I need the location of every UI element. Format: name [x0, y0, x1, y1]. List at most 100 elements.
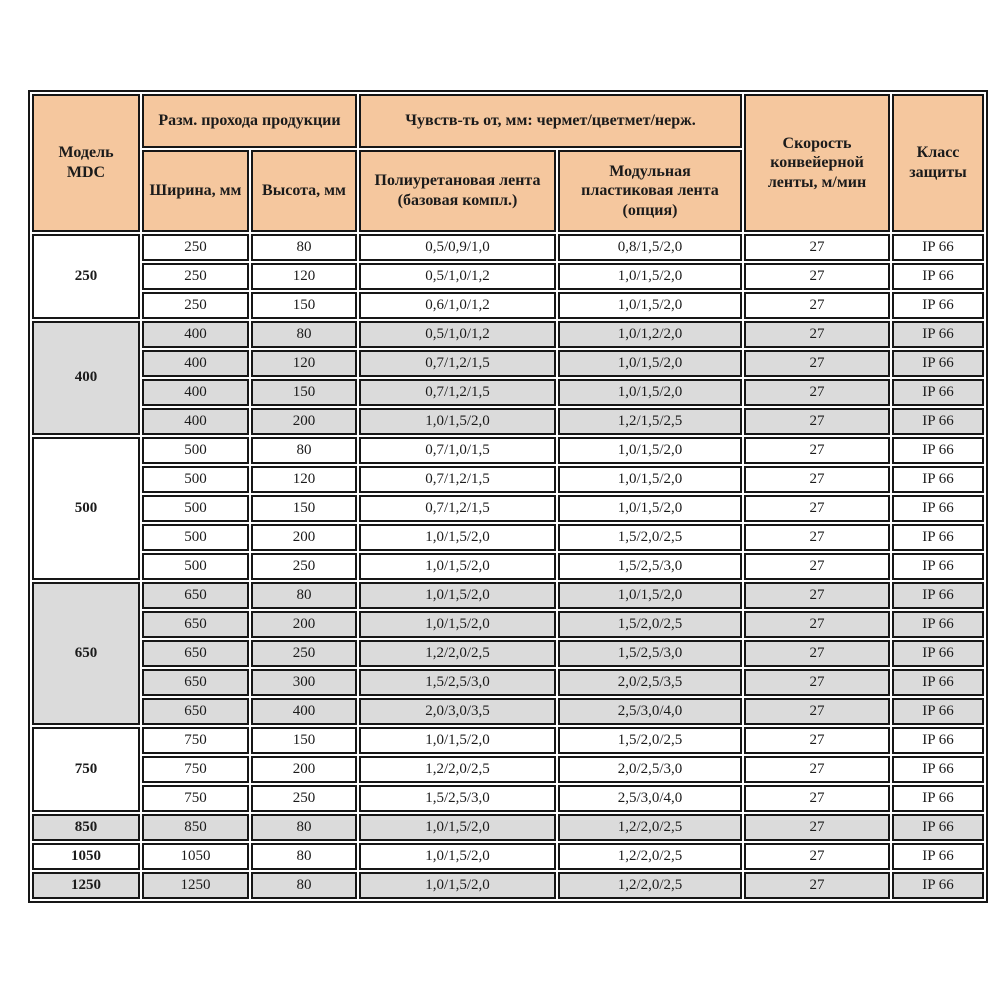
cell-width: 250: [142, 234, 249, 261]
cell-height: 80: [251, 843, 357, 870]
table-row: 750 200 1,2/2,0/2,5 2,0/2,5/3,0 27 IP 66: [32, 756, 984, 783]
table-row: 1050 1050 80 1,0/1,5/2,0 1,2/2,0/2,5 27 IP 66: [32, 843, 984, 870]
cell-width: 650: [142, 640, 249, 667]
table-row: 400 200 1,0/1,5/2,0 1,2/1,5/2,5 27 IP 66: [32, 408, 984, 435]
cell-speed: 27: [744, 582, 890, 609]
cell-protection: IP 66: [892, 350, 984, 377]
cell-modular: 2,5/3,0/4,0: [558, 698, 742, 725]
cell-modular: 2,0/2,5/3,0: [558, 756, 742, 783]
model-cell: 850: [32, 814, 140, 841]
cell-modular: 1,5/2,5/3,0: [558, 553, 742, 580]
cell-speed: 27: [744, 756, 890, 783]
cell-height: 200: [251, 611, 357, 638]
cell-speed: 27: [744, 553, 890, 580]
cell-width: 500: [142, 553, 249, 580]
cell-modular: 1,0/1,5/2,0: [558, 466, 742, 493]
cell-modular: 1,5/2,5/3,0: [558, 640, 742, 667]
cell-width: 650: [142, 669, 249, 696]
cell-protection: IP 66: [892, 292, 984, 319]
cell-speed: 27: [744, 785, 890, 812]
header-protection-class: Класс защиты: [892, 94, 984, 232]
cell-height: 80: [251, 582, 357, 609]
cell-width: 500: [142, 495, 249, 522]
cell-height: 120: [251, 466, 357, 493]
cell-speed: 27: [744, 698, 890, 725]
table-row: 500 250 1,0/1,5/2,0 1,5/2,5/3,0 27 IP 66: [32, 553, 984, 580]
cell-poly: 0,7/1,2/1,5: [359, 379, 556, 406]
model-cell: 1050: [32, 843, 140, 870]
cell-protection: IP 66: [892, 669, 984, 696]
cell-width: 750: [142, 727, 249, 754]
cell-height: 250: [251, 553, 357, 580]
header-sensitivity: Чувств-ть от, мм: чермет/цветмет/нерж.: [359, 94, 742, 148]
cell-poly: 0,5/1,0/1,2: [359, 263, 556, 290]
cell-width: 500: [142, 437, 249, 464]
cell-height: 150: [251, 292, 357, 319]
cell-height: 80: [251, 437, 357, 464]
table-row: 750 250 1,5/2,5/3,0 2,5/3,0/4,0 27 IP 66: [32, 785, 984, 812]
cell-poly: 1,0/1,5/2,0: [359, 611, 556, 638]
table-row: 650 300 1,5/2,5/3,0 2,0/2,5/3,5 27 IP 66: [32, 669, 984, 696]
model-cell: 750: [32, 727, 140, 812]
cell-protection: IP 66: [892, 524, 984, 551]
cell-width: 400: [142, 350, 249, 377]
table-body: 250 250 80 0,5/0,9/1,0 0,8/1,5/2,0 27 IP 66 250…: [32, 234, 984, 899]
cell-protection: IP 66: [892, 466, 984, 493]
cell-poly: 2,0/3,0/3,5: [359, 698, 556, 725]
cell-poly: 1,2/2,0/2,5: [359, 756, 556, 783]
cell-height: 150: [251, 727, 357, 754]
cell-height: 80: [251, 321, 357, 348]
cell-width: 1250: [142, 872, 249, 899]
table-row: 650 650 80 1,0/1,5/2,0 1,0/1,5/2,0 27 IP 66: [32, 582, 984, 725]
cell-poly: 0,7/1,2/1,5: [359, 466, 556, 493]
cell-protection: IP 66: [892, 263, 984, 290]
cell-speed: 27: [744, 234, 890, 261]
cell-speed: 27: [744, 437, 890, 464]
cell-height: 120: [251, 350, 357, 377]
cell-height: 200: [251, 756, 357, 783]
cell-speed: 27: [744, 640, 890, 667]
cell-modular: 1,0/1,5/2,0: [558, 350, 742, 377]
cell-speed: 27: [744, 466, 890, 493]
cell-poly: 0,6/1,0/1,2: [359, 292, 556, 319]
cell-width: 650: [142, 582, 249, 609]
cell-height: 120: [251, 263, 357, 290]
cell-poly: 0,5/0,9/1,0: [359, 234, 556, 261]
cell-height: 150: [251, 495, 357, 522]
cell-modular: 1,5/2,0/2,5: [558, 727, 742, 754]
cell-modular: 1,0/1,5/2,0: [558, 292, 742, 319]
cell-width: 750: [142, 785, 249, 812]
cell-width: 650: [142, 698, 249, 725]
cell-poly: 1,0/1,5/2,0: [359, 524, 556, 551]
cell-speed: 27: [744, 263, 890, 290]
table-row: 250 120 0,5/1,0/1,2 1,0/1,5/2,0 27 IP 66: [32, 263, 984, 290]
table-row: 750 750 150 1,0/1,5/2,0 1,5/2,0/2,5 27 IP 66: [32, 727, 984, 812]
cell-modular: 1,5/2,0/2,5: [558, 524, 742, 551]
table-row: 500 200 1,0/1,5/2,0 1,5/2,0/2,5 27 IP 66: [32, 524, 984, 551]
cell-speed: 27: [744, 843, 890, 870]
table-row: 650 400 2,0/3,0/3,5 2,5/3,0/4,0 27 IP 66: [32, 698, 984, 725]
header-belt-speed: Скорость конвейерной ленты, м/мин: [744, 94, 890, 232]
cell-speed: 27: [744, 495, 890, 522]
cell-modular: 2,5/3,0/4,0: [558, 785, 742, 812]
table-row: 650 250 1,2/2,0/2,5 1,5/2,5/3,0 27 IP 66: [32, 640, 984, 667]
cell-poly: 1,5/2,5/3,0: [359, 785, 556, 812]
model-cell: 400: [32, 321, 140, 435]
cell-width: 400: [142, 379, 249, 406]
header-model: Модель MDC: [32, 94, 140, 232]
cell-protection: IP 66: [892, 843, 984, 870]
cell-poly: 1,0/1,5/2,0: [359, 872, 556, 899]
cell-speed: 27: [744, 872, 890, 899]
cell-protection: IP 66: [892, 495, 984, 522]
cell-protection: IP 66: [892, 379, 984, 406]
cell-height: 200: [251, 524, 357, 551]
cell-width: 1050: [142, 843, 249, 870]
cell-modular: 0,8/1,5/2,0: [558, 234, 742, 261]
table-row: 500 150 0,7/1,2/1,5 1,0/1,5/2,0 27 IP 66: [32, 495, 984, 522]
cell-speed: 27: [744, 350, 890, 377]
cell-poly: 0,5/1,0/1,2: [359, 321, 556, 348]
cell-protection: IP 66: [892, 234, 984, 261]
cell-speed: 27: [744, 379, 890, 406]
cell-height: 250: [251, 640, 357, 667]
